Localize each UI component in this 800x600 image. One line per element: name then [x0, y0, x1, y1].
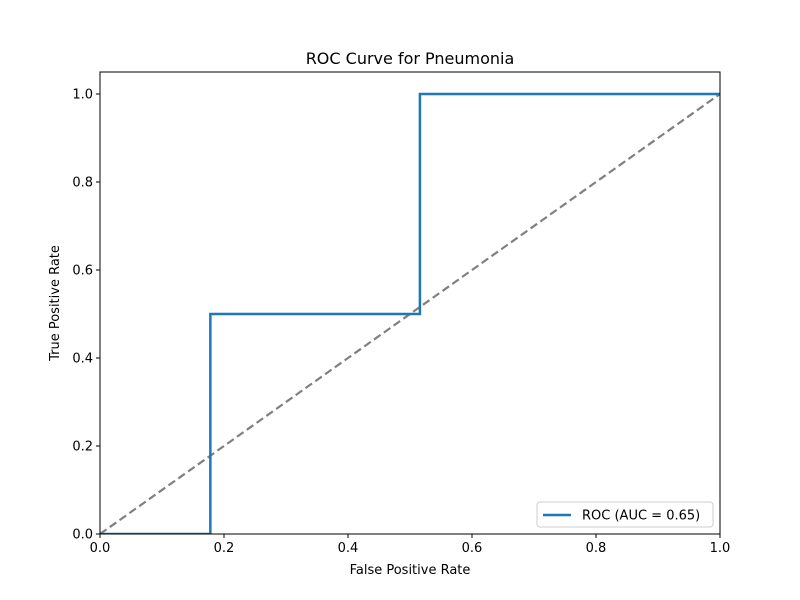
y-tick-label: 1.0 [72, 88, 93, 103]
chart-title: ROC Curve for Pneumonia [306, 49, 515, 68]
y-axis-label: True Positive Rate [48, 245, 63, 362]
y-tick-label: 0.0 [72, 528, 93, 543]
x-tick-label: 0.0 [90, 541, 111, 556]
legend-box [536, 501, 714, 528]
x-tick-label: 1.0 [710, 541, 731, 556]
y-tick-label: 0.2 [72, 440, 93, 455]
x-tick-label: 0.6 [462, 541, 483, 556]
x-tick-label: 0.8 [586, 541, 607, 556]
roc-curve-line [100, 92, 720, 534]
y-tick-label: 0.6 [72, 264, 93, 279]
y-axis-ticks: 0.0 0.2 0.4 0.6 0.8 1.0 [72, 88, 100, 543]
legend-label-roc: ROC (AUC = 0.65) [582, 509, 700, 524]
chance-diagonal-line [100, 93, 720, 534]
legend: ROC (AUC = 0.65) [536, 501, 714, 528]
x-axis-label: False Positive Rate [350, 563, 471, 578]
y-tick-label: 0.4 [72, 352, 93, 367]
x-axis-ticks: 0.0 0.2 0.4 0.6 0.8 1.0 [90, 534, 731, 556]
plot-area [99, 71, 721, 535]
x-tick-label: 0.2 [214, 541, 235, 556]
plot-frame [99, 71, 721, 535]
x-tick-label: 0.4 [338, 541, 359, 556]
y-tick-label: 0.8 [72, 176, 93, 191]
series-layer [100, 92, 720, 534]
